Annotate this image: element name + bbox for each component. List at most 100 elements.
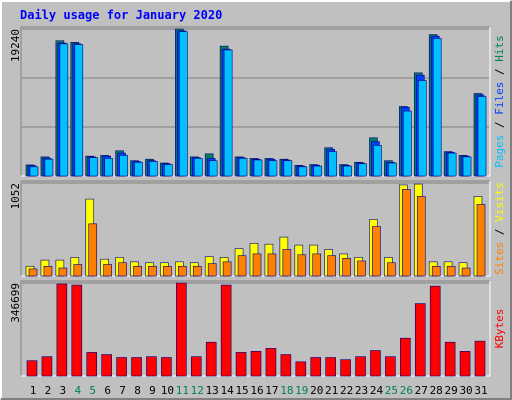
bar	[280, 354, 292, 377]
legend-entry: KBytes	[493, 309, 506, 349]
bar	[116, 357, 127, 377]
x-tick-label: 6	[104, 384, 111, 397]
bar	[104, 158, 113, 177]
bar	[297, 254, 307, 277]
bar	[355, 356, 366, 377]
bar	[56, 283, 68, 377]
bar	[429, 285, 441, 377]
panel-frame-dark	[20, 26, 490, 176]
x-tick-label: 13	[206, 384, 219, 397]
bar	[29, 166, 39, 177]
x-tick-label: 8	[134, 384, 141, 397]
bar	[193, 158, 203, 177]
bar	[118, 262, 127, 277]
bar	[477, 96, 487, 177]
bar	[462, 156, 472, 177]
x-tick-label: 7	[119, 384, 126, 397]
bar	[73, 264, 83, 277]
bar	[357, 260, 366, 277]
bar	[327, 255, 336, 277]
x-tick-label: 10	[161, 384, 174, 397]
x-tick-label: 2	[45, 384, 52, 397]
bar	[295, 361, 307, 377]
x-tick-label: 31	[474, 384, 487, 397]
bar	[71, 284, 83, 377]
x-tick-label: 25	[385, 384, 398, 397]
bar	[26, 360, 38, 377]
bar	[373, 145, 382, 177]
bar	[89, 157, 99, 177]
bar	[208, 160, 218, 177]
y-tick-label: 346699	[9, 283, 22, 323]
bar	[416, 196, 426, 277]
bar	[133, 265, 142, 277]
x-tick-label: 22	[340, 384, 353, 397]
legend-entry: Visits	[493, 182, 506, 222]
bar	[178, 265, 187, 277]
x-tick-label: 26	[400, 384, 413, 397]
bar	[403, 110, 412, 177]
bar	[59, 43, 69, 177]
bar	[44, 158, 54, 177]
bar	[265, 348, 277, 377]
bar	[385, 356, 396, 377]
x-tick-label: 20	[310, 384, 323, 397]
bar	[237, 255, 247, 277]
x-tick-label: 27	[415, 384, 428, 397]
bar	[149, 161, 158, 177]
legend: Sites / Visits	[493, 182, 506, 275]
x-tick-label: 11	[176, 384, 189, 397]
legend-separator: /	[493, 222, 506, 242]
bar	[461, 267, 471, 277]
bar	[164, 164, 173, 177]
bar	[131, 357, 142, 377]
bar	[101, 354, 112, 377]
x-tick-label: 19	[295, 384, 308, 397]
bar	[222, 261, 232, 277]
chart-title: Daily usage for January 2020	[20, 8, 222, 22]
legend-separator: /	[493, 115, 506, 135]
bar	[328, 151, 337, 177]
bar	[342, 258, 351, 277]
legend: KBytes	[493, 309, 506, 349]
bar	[417, 80, 427, 177]
bar	[88, 223, 98, 277]
legend-entry: Hits	[493, 35, 506, 62]
bar	[190, 356, 202, 377]
bar	[414, 303, 426, 377]
legend-entry: Pages	[493, 135, 506, 168]
bar	[310, 357, 322, 377]
panel-frame-dark	[20, 280, 490, 376]
bar	[238, 158, 248, 177]
bar	[388, 162, 397, 177]
bar	[235, 352, 247, 377]
bar	[343, 165, 352, 177]
bar	[205, 341, 217, 377]
bar	[340, 359, 351, 377]
bar	[298, 166, 308, 177]
bar	[476, 204, 486, 277]
x-tick-label: 12	[191, 384, 204, 397]
legend: Pages / Files / Hits	[493, 35, 506, 168]
bar	[161, 357, 172, 377]
bar	[387, 262, 396, 277]
bar	[474, 340, 486, 377]
x-tick-label: 15	[235, 384, 248, 397]
x-tick-label: 17	[265, 384, 278, 397]
bar	[134, 161, 143, 177]
bar	[58, 267, 68, 277]
bar	[447, 152, 457, 177]
bar	[28, 268, 38, 277]
bar	[250, 351, 262, 377]
x-tick-label: 23	[355, 384, 368, 397]
bar	[41, 356, 53, 377]
bar	[253, 159, 263, 177]
x-tick-label: 18	[280, 384, 293, 397]
bar	[370, 350, 381, 377]
x-tick-label: 3	[60, 384, 67, 397]
x-tick-label: 5	[89, 384, 96, 397]
x-tick-label: 4	[74, 384, 81, 397]
